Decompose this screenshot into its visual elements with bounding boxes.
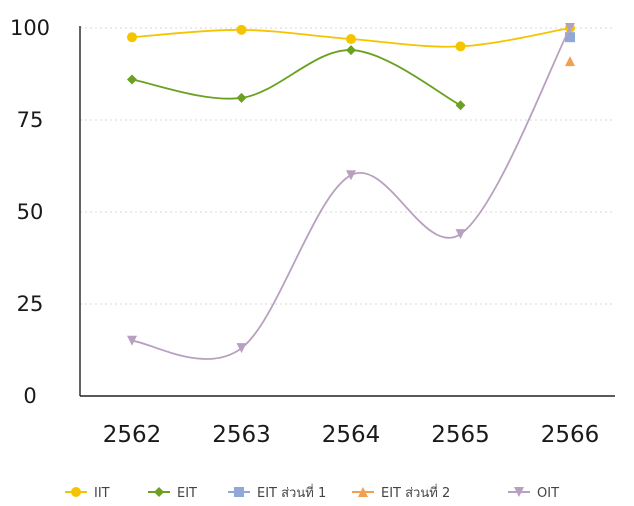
series-line	[131, 49, 461, 107]
data-point	[565, 56, 575, 67]
legend-label: EIT	[177, 486, 197, 501]
data-point	[565, 23, 575, 33]
axes	[79, 26, 615, 397]
legend: IIT EIT EIT ส่วนที่ 1 EIT ส่วนที่ 2 OIT	[65, 484, 559, 501]
y-tick-label: 75	[17, 108, 44, 132]
series-line	[131, 27, 571, 360]
y-tick-label: 0	[23, 384, 36, 408]
x-tick-label: 2563	[212, 422, 271, 448]
data-point	[127, 74, 137, 85]
y-tick-label: 25	[17, 292, 44, 316]
data-point	[565, 32, 575, 43]
legend-label: EIT ส่วนที่ 1	[257, 484, 326, 501]
series-1	[127, 45, 466, 111]
series-3	[565, 56, 575, 67]
legend-marker	[154, 487, 164, 497]
x-tick-label: 2562	[103, 422, 162, 448]
data-point	[236, 343, 247, 354]
data-point	[455, 41, 466, 52]
legend-marker	[234, 487, 244, 497]
legend-marker	[71, 487, 81, 497]
x-axis-ticks: 2562 2563 2564 2565 2566	[103, 422, 600, 448]
data-point	[455, 100, 466, 111]
data-point	[127, 335, 137, 346]
legend-label: OIT	[537, 486, 559, 501]
legend-marker	[514, 487, 524, 497]
data-point	[455, 229, 466, 240]
y-tick-label: 50	[17, 200, 44, 224]
x-tick-label: 2564	[322, 422, 381, 448]
x-tick-label: 2566	[541, 422, 600, 448]
series-2	[565, 32, 575, 43]
data-point	[346, 45, 356, 56]
legend-item: IIT	[65, 486, 110, 501]
legend-label: EIT ส่วนที่ 2	[381, 484, 450, 501]
legend-item: EIT ส่วนที่ 2	[352, 484, 450, 501]
y-tick-label: 100	[10, 16, 50, 40]
data-point	[346, 170, 356, 181]
grid-lines	[80, 27, 615, 305]
data-point	[236, 92, 247, 103]
legend-label: IIT	[94, 486, 110, 501]
legend-item: EIT	[148, 486, 197, 501]
data-point	[236, 24, 247, 35]
data-point	[127, 32, 137, 43]
series-layer	[127, 23, 575, 360]
legend-item: EIT ส่วนที่ 1	[228, 484, 326, 501]
y-axis-ticks: 0 25 50 75 100	[10, 16, 50, 408]
data-point	[346, 34, 356, 45]
legend-marker	[358, 487, 368, 497]
legend-item: OIT	[508, 486, 559, 501]
x-tick-label: 2565	[431, 422, 490, 448]
series-4	[127, 23, 575, 360]
